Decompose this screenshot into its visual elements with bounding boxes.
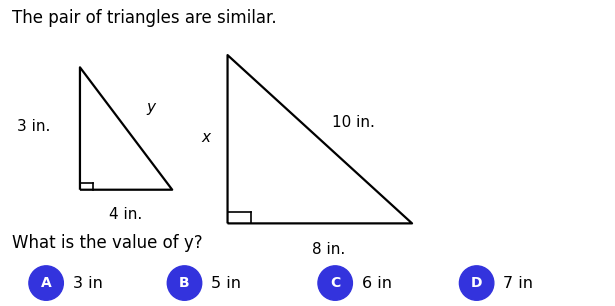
Text: x: x <box>202 130 210 145</box>
Text: A: A <box>41 276 52 290</box>
Text: 4 in.: 4 in. <box>109 207 143 222</box>
Text: D: D <box>471 276 482 290</box>
Text: 3 in: 3 in <box>73 275 103 291</box>
Text: 3 in.: 3 in. <box>17 119 50 135</box>
Ellipse shape <box>459 266 494 300</box>
Ellipse shape <box>29 266 63 300</box>
Text: What is the value of y?: What is the value of y? <box>12 234 203 252</box>
Text: y: y <box>146 99 155 115</box>
Text: 8 in.: 8 in. <box>312 242 346 257</box>
Text: 5 in: 5 in <box>211 275 241 291</box>
Ellipse shape <box>318 266 352 300</box>
Text: B: B <box>179 276 190 290</box>
Text: The pair of triangles are similar.: The pair of triangles are similar. <box>12 9 277 27</box>
Text: C: C <box>330 276 340 290</box>
Text: 6 in: 6 in <box>362 275 392 291</box>
Text: 7 in: 7 in <box>503 275 533 291</box>
Text: 10 in.: 10 in. <box>332 115 375 130</box>
Ellipse shape <box>167 266 202 300</box>
